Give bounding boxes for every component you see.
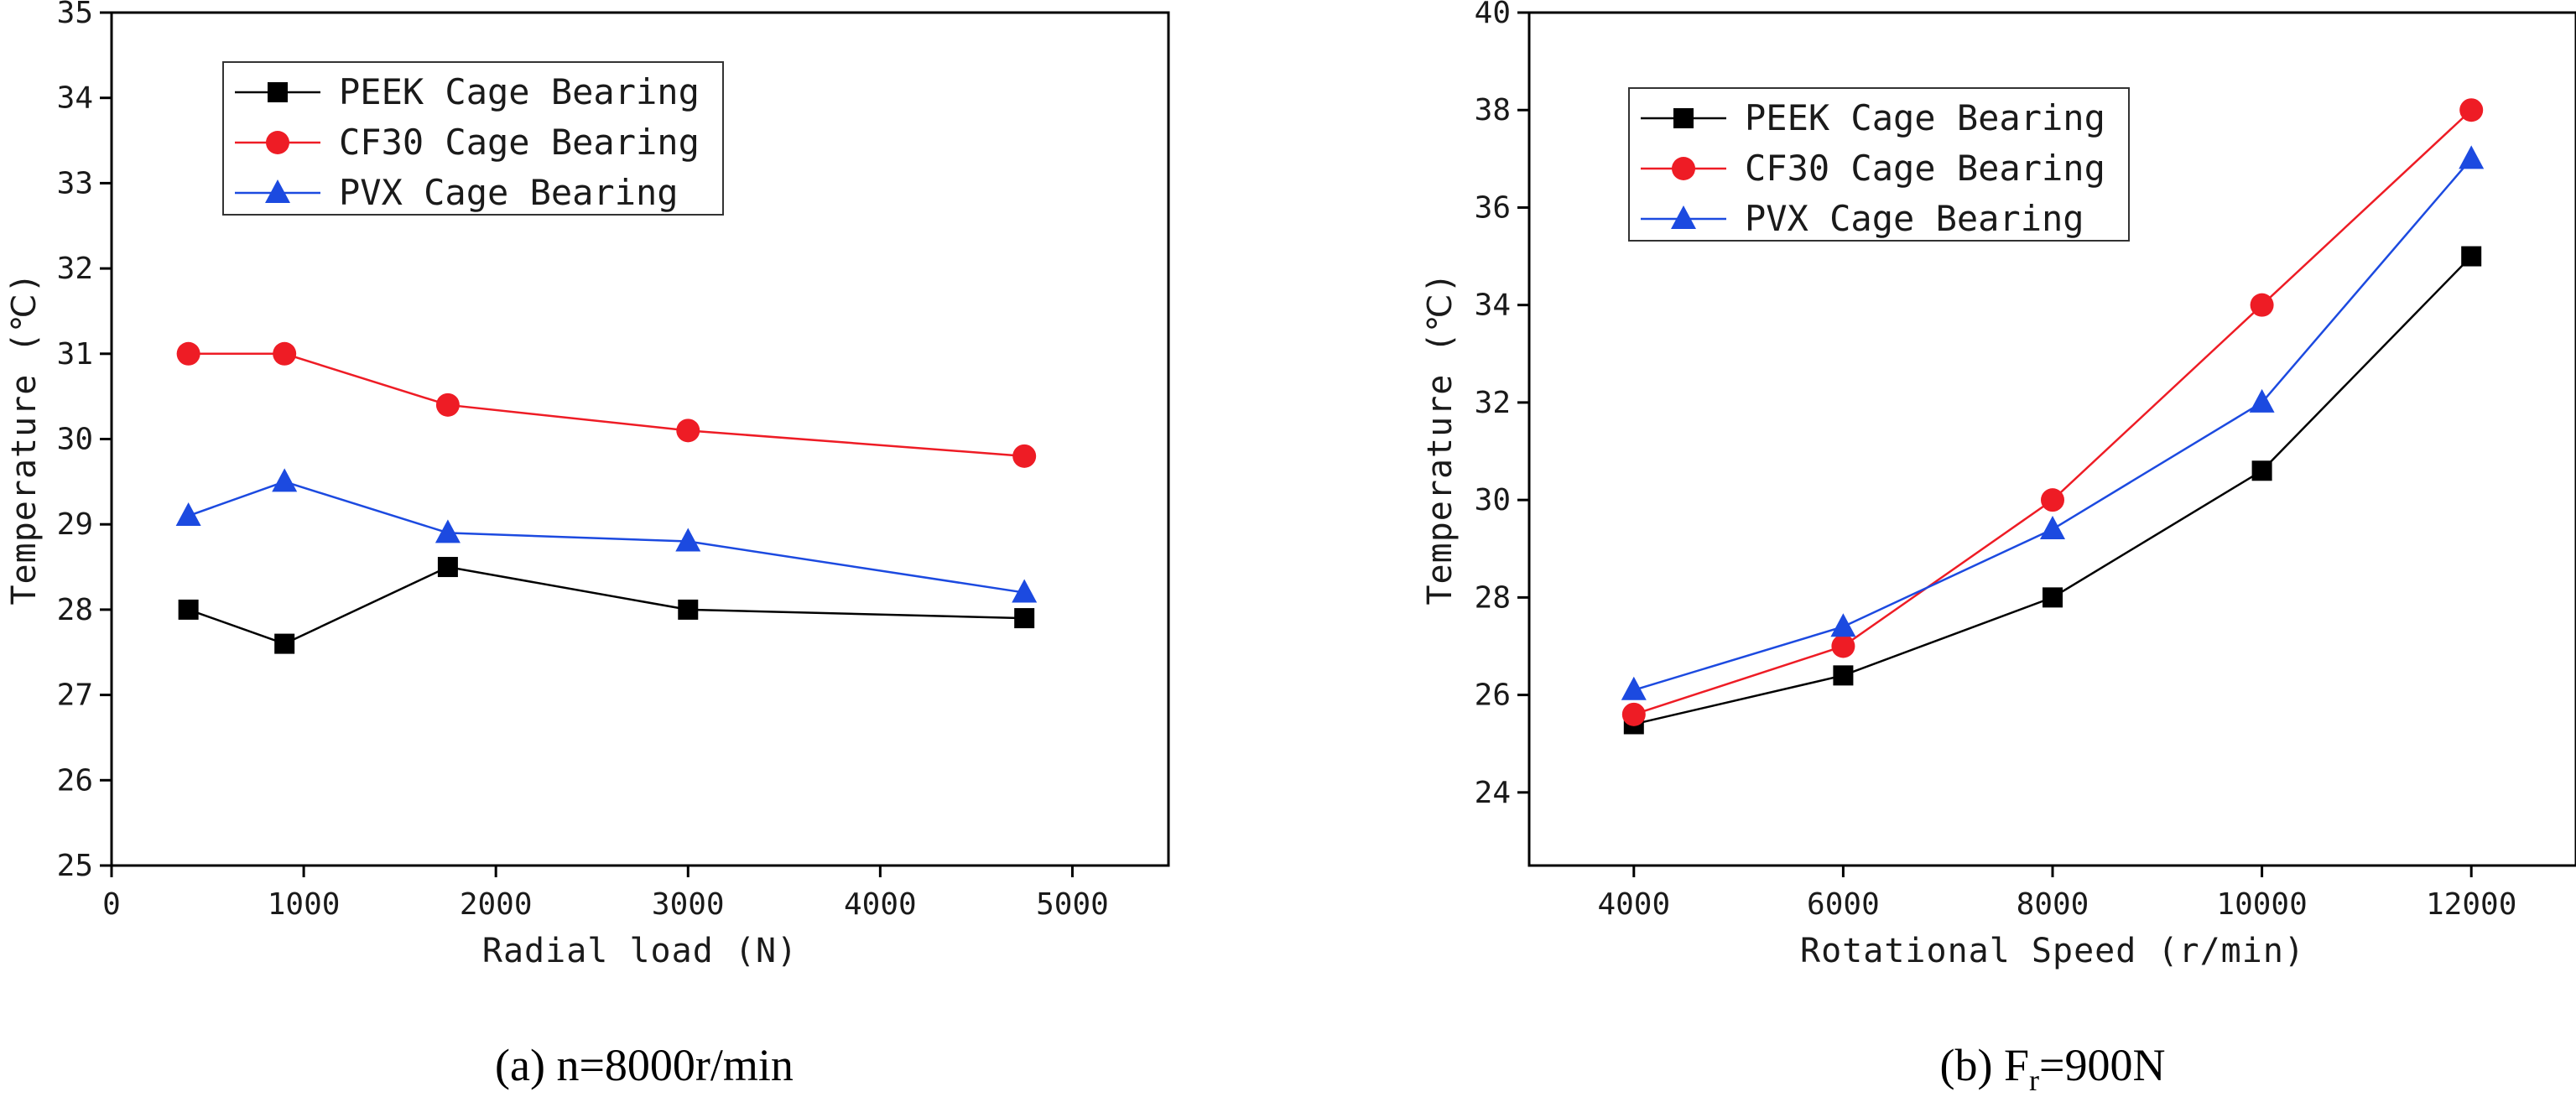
chart-panel-b: 4000 6000 8000 10000 12000 24 26 28 30 32 34 36 38 4… bbox=[1421, 0, 2576, 1097]
data-point-triangle bbox=[435, 519, 461, 543]
legend-label: PVX Cage Bearing bbox=[339, 172, 679, 213]
legend-box-a bbox=[222, 61, 724, 216]
data-point-square bbox=[678, 599, 699, 620]
y-tick-label: 24 bbox=[1475, 776, 1511, 810]
data-point-triangle bbox=[1830, 613, 1856, 637]
series-markers-a bbox=[175, 341, 1038, 654]
y-tick-label: 30 bbox=[57, 423, 93, 457]
x-ticks-a: 0 1000 2000 3000 4000 5000 bbox=[102, 866, 1109, 922]
x-tick-label: 8000 bbox=[2017, 887, 2089, 922]
y-axis-title-a: Temperature (℃) bbox=[5, 272, 44, 605]
x-tick-label: 6000 bbox=[1807, 887, 1880, 922]
x-tick-label: 1000 bbox=[268, 887, 341, 922]
data-point-circle bbox=[1012, 444, 1037, 468]
data-point-circle bbox=[676, 419, 700, 443]
data-point-circle bbox=[176, 341, 200, 366]
x-tick-label: 3000 bbox=[652, 887, 725, 922]
data-point-square bbox=[2043, 587, 2063, 608]
x-tick-label: 12000 bbox=[2426, 887, 2516, 922]
caption-a: (a) n=8000r/min bbox=[495, 1040, 794, 1090]
series-line-triangle bbox=[188, 481, 1025, 594]
y-tick-label: 38 bbox=[1475, 93, 1511, 127]
x-tick-label: 5000 bbox=[1036, 887, 1109, 922]
data-point-triangle bbox=[1621, 676, 1647, 700]
caption-b: (b) Fr=900N bbox=[1940, 1040, 2166, 1097]
data-point-triangle bbox=[1012, 579, 1038, 603]
data-point-triangle bbox=[2249, 388, 2275, 413]
y-tick-label: 35 bbox=[57, 0, 93, 30]
x-ticks-b: 4000 6000 8000 10000 12000 bbox=[1597, 866, 2516, 922]
legend-b: PEEK Cage Bearing CF30 Cage Bearing PVX Ca… bbox=[1641, 97, 2105, 239]
data-point-square bbox=[2461, 246, 2482, 267]
legend-marker-square bbox=[1673, 108, 1694, 128]
legend-marker-circle bbox=[1672, 157, 1695, 180]
legend-marker-triangle bbox=[265, 179, 290, 203]
y-tick-label: 27 bbox=[57, 678, 93, 713]
legend-marker-triangle bbox=[1671, 205, 1696, 229]
legend-box-b bbox=[1628, 87, 2130, 242]
data-point-triangle bbox=[2459, 145, 2485, 169]
data-point-square bbox=[1014, 608, 1035, 629]
data-point-square bbox=[178, 599, 199, 620]
x-tick-label: 0 bbox=[102, 887, 121, 922]
data-point-circle bbox=[2041, 488, 2064, 512]
chart-panel-a: 0 1000 2000 3000 4000 5000 25 26 27 28 29 30 31 32 33… bbox=[5, 0, 1170, 1090]
x-tick-label: 4000 bbox=[844, 887, 917, 922]
y-tick-label: 36 bbox=[1475, 190, 1511, 225]
legend-label: CF30 Cage Bearing bbox=[339, 122, 700, 163]
data-point-square bbox=[437, 557, 458, 578]
y-tick-label: 29 bbox=[57, 507, 93, 542]
y-ticks-b: 24 26 28 30 32 34 36 38 40 bbox=[1475, 0, 1529, 810]
series-markers-b bbox=[1621, 98, 2485, 735]
y-tick-label: 26 bbox=[57, 763, 93, 798]
caption-b-subscript: r bbox=[2029, 1063, 2039, 1097]
data-point-triangle bbox=[272, 468, 298, 492]
y-tick-label: 32 bbox=[1475, 386, 1511, 420]
data-point-circle bbox=[1831, 634, 1855, 658]
legend-label: PVX Cage Bearing bbox=[1745, 198, 2084, 239]
legend-label: CF30 Cage Bearing bbox=[1745, 148, 2105, 189]
y-tick-label: 28 bbox=[57, 593, 93, 627]
data-point-circle bbox=[1621, 702, 1646, 726]
y-tick-label: 34 bbox=[1475, 289, 1511, 323]
y-tick-label: 33 bbox=[57, 166, 93, 200]
y-tick-label: 30 bbox=[1475, 483, 1511, 517]
data-point-circle bbox=[435, 393, 460, 417]
y-tick-label: 25 bbox=[57, 849, 93, 883]
series-lines-a bbox=[188, 352, 1025, 645]
caption-b-prefix: (b) F bbox=[1940, 1040, 2030, 1090]
legend-label: PEEK Cage Bearing bbox=[1745, 97, 2105, 138]
legend-marker-square bbox=[268, 82, 288, 102]
x-tick-label: 2000 bbox=[460, 887, 533, 922]
data-point-circle bbox=[2250, 293, 2274, 317]
y-tick-label: 26 bbox=[1475, 678, 1511, 713]
data-point-square bbox=[274, 633, 295, 654]
y-tick-label: 40 bbox=[1475, 0, 1511, 30]
caption-b-suffix: =900N bbox=[2039, 1040, 2165, 1090]
series-line-circle bbox=[188, 352, 1025, 458]
legend-label: PEEK Cage Bearing bbox=[339, 71, 700, 112]
data-point-triangle bbox=[675, 528, 701, 552]
y-tick-label: 34 bbox=[57, 81, 93, 116]
y-tick-label: 31 bbox=[57, 337, 93, 372]
data-point-square bbox=[1833, 665, 1854, 686]
data-point-circle bbox=[2459, 98, 2484, 122]
x-tick-label: 10000 bbox=[2216, 887, 2307, 922]
legend-a: PEEK Cage Bearing CF30 Cage Bearing PVX Ca… bbox=[235, 71, 700, 213]
data-point-triangle bbox=[2040, 516, 2065, 540]
y-axis-title-b: Temperature (℃) bbox=[1421, 272, 1460, 605]
legend-marker-circle bbox=[266, 131, 289, 154]
data-point-triangle bbox=[175, 502, 201, 527]
y-tick-label: 28 bbox=[1475, 580, 1511, 615]
y-ticks-a: 25 26 27 28 29 30 31 32 33 34 35 bbox=[57, 0, 112, 883]
data-point-circle bbox=[273, 341, 297, 366]
y-tick-label: 32 bbox=[57, 252, 93, 286]
x-axis-title-b: Rotational Speed (r/min) bbox=[1800, 932, 2305, 970]
series-line-square bbox=[188, 565, 1025, 645]
x-tick-label: 4000 bbox=[1597, 887, 1670, 922]
x-axis-title-a: Radial load (N) bbox=[482, 932, 798, 970]
data-point-square bbox=[2251, 460, 2272, 481]
